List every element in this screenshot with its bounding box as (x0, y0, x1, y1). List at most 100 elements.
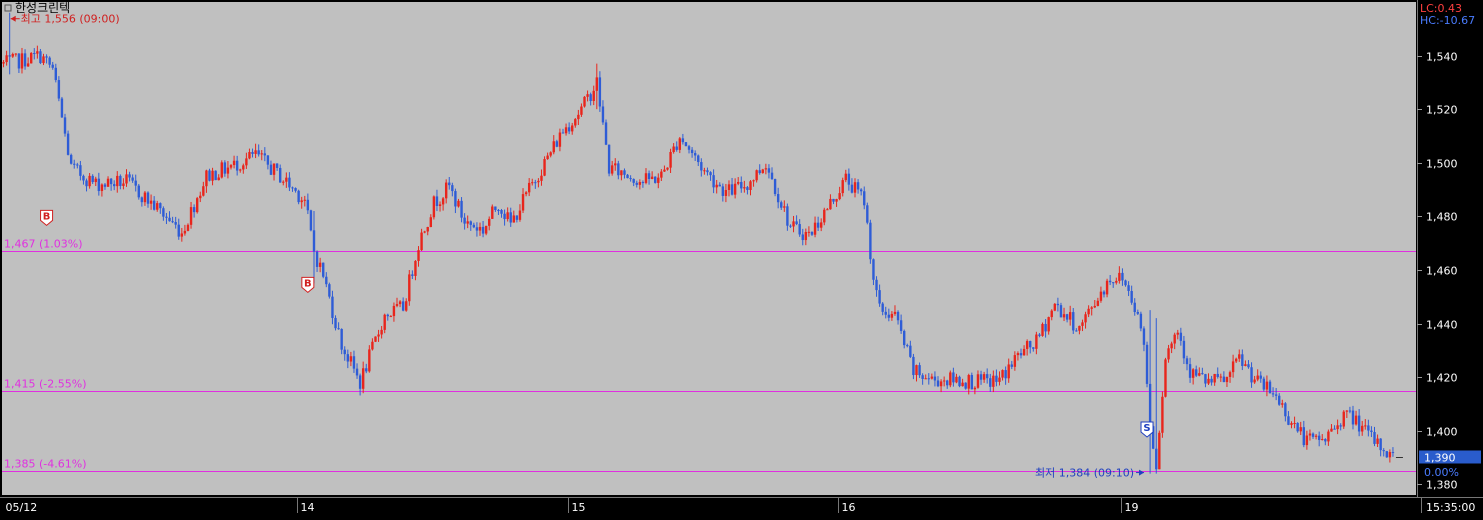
candle-body (1222, 376, 1226, 383)
candle-body (1161, 396, 1164, 433)
candle-body (527, 182, 531, 193)
candle-body (697, 155, 700, 163)
candle-body (208, 170, 211, 181)
high-label: 최고 1,556 (09:00) (21, 13, 120, 26)
candle-body (866, 205, 869, 223)
candle-body (137, 185, 140, 198)
candle-body (374, 336, 377, 342)
candle-body (1231, 361, 1235, 373)
candle-body (733, 183, 737, 195)
window-menu-icon[interactable] (4, 4, 12, 12)
candle-body (1115, 280, 1118, 283)
candles (2, 12, 1403, 474)
buy-marker[interactable]: B (40, 209, 54, 226)
candle-body (294, 188, 297, 191)
candle-body (930, 376, 934, 379)
level-lines: 1,467 (1.03%) 1,415 (-2.55%) 1,385 (-4.61%… (2, 238, 1416, 472)
candle-body (700, 162, 703, 171)
candle-body (1367, 425, 1370, 431)
candle-body (414, 260, 417, 276)
candle-body (878, 290, 881, 304)
candle-body (444, 182, 448, 199)
hc-indicator: HC:-10.67 (1420, 14, 1475, 27)
candle-body (995, 375, 998, 382)
candle-body (964, 382, 967, 389)
candle-body (1164, 359, 1167, 397)
candle-body (8, 55, 11, 57)
candle-body (595, 77, 599, 91)
candle-body (835, 199, 838, 202)
candle-body (463, 217, 466, 224)
candle-body (214, 170, 217, 181)
candle-body (660, 171, 663, 178)
candle-body (1247, 364, 1250, 368)
candle-body (472, 224, 476, 228)
candle-body (1293, 422, 1296, 424)
candle-body (109, 178, 113, 185)
candle-body (162, 208, 165, 217)
buy-marker[interactable]: B (301, 276, 315, 293)
sell-marker[interactable]: S (1140, 421, 1154, 438)
candle-body (1385, 451, 1388, 458)
candle-body (1155, 448, 1158, 470)
time-axis: 05/12 14 15 16 19 15:35:00 (0, 497, 1483, 514)
candle-body (195, 198, 199, 213)
candle-body (186, 224, 190, 231)
candle-body (1191, 369, 1195, 378)
candle-body (343, 349, 346, 355)
candle-body (33, 53, 36, 55)
candle-body (1324, 439, 1327, 442)
candle-body (60, 98, 64, 118)
candle-body (263, 153, 267, 156)
candle-body (192, 207, 196, 213)
candle-body (168, 217, 171, 222)
candle-body (1062, 314, 1066, 318)
candle-body (687, 146, 691, 150)
marker-letter: B (43, 211, 51, 222)
price-tick-label: 1,440 (1426, 319, 1458, 332)
candle-body (617, 163, 620, 176)
candle-body (352, 356, 356, 369)
candle-body (949, 372, 952, 386)
candle-body (488, 218, 491, 226)
candle-body (632, 179, 635, 183)
candle-body (847, 173, 851, 185)
candle-body (1176, 332, 1179, 335)
candle-body (1099, 291, 1103, 301)
candle-body (819, 222, 823, 228)
candle-body (1198, 373, 1201, 376)
candle-body (561, 132, 565, 134)
candle-body (300, 200, 303, 203)
candle-body (420, 232, 423, 251)
candle-body (586, 94, 589, 97)
candle-body (180, 233, 184, 237)
last-time-label: 15:35:00 (1426, 501, 1475, 514)
candle-body (220, 162, 223, 178)
candle-body (872, 259, 875, 280)
candle-body (1047, 317, 1050, 332)
price-tick-label: 1,380 (1426, 479, 1458, 492)
candle-body (232, 160, 236, 166)
candle-body (242, 165, 245, 170)
candle-body (275, 163, 279, 168)
candle-body (457, 200, 460, 207)
candle-body (1130, 290, 1133, 303)
candle-body (1007, 364, 1010, 379)
plot-area[interactable] (2, 2, 1416, 495)
candle-body (426, 227, 429, 232)
candle-body (103, 184, 107, 187)
candle-body (183, 230, 187, 234)
candle-body (383, 314, 386, 330)
candle-body (189, 207, 193, 225)
candle-body (1216, 373, 1219, 377)
candle-body (786, 206, 789, 226)
time-axis-label: 19 (1125, 501, 1139, 514)
candle-body (1170, 343, 1173, 349)
candle-body (952, 372, 955, 383)
candle-body (1102, 291, 1106, 295)
lc-indicator: LC:0.43 (1420, 2, 1462, 15)
candle-body (165, 216, 168, 218)
candle-body (1013, 355, 1017, 367)
high-arrow-head (10, 15, 16, 22)
candle-body (1096, 300, 1100, 306)
